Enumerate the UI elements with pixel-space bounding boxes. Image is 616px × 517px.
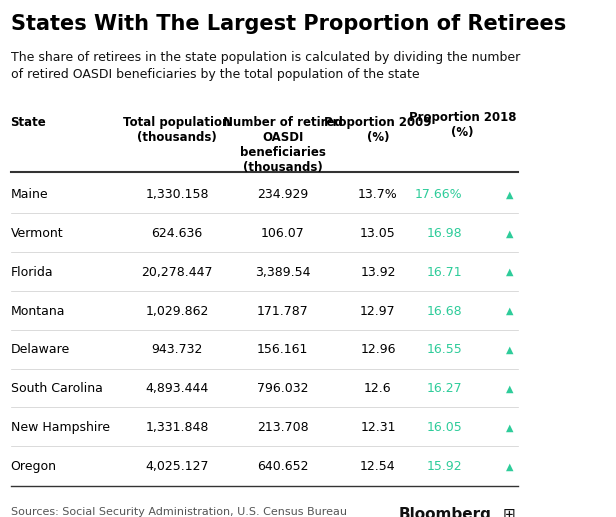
Text: ▲: ▲ — [506, 384, 514, 394]
Text: 12.96: 12.96 — [360, 343, 395, 356]
Text: Florida: Florida — [10, 266, 53, 279]
Text: States With The Largest Proportion of Retirees: States With The Largest Proportion of Re… — [10, 14, 566, 34]
Text: 13.7%: 13.7% — [358, 188, 398, 201]
Text: 16.68: 16.68 — [427, 305, 463, 317]
Text: 12.97: 12.97 — [360, 305, 395, 317]
Text: 156.161: 156.161 — [257, 343, 309, 356]
Text: 4,893.444: 4,893.444 — [145, 382, 209, 396]
Text: 17.66%: 17.66% — [415, 188, 463, 201]
Text: 3,389.54: 3,389.54 — [255, 266, 310, 279]
Text: 624.636: 624.636 — [152, 227, 203, 240]
Text: ▲: ▲ — [506, 267, 514, 277]
Text: Number of retired
OASDI
beneficiaries
(thousands): Number of retired OASDI beneficiaries (t… — [223, 116, 342, 174]
Text: 1,331.848: 1,331.848 — [145, 421, 209, 434]
Text: 1,330.158: 1,330.158 — [145, 188, 209, 201]
Text: 12.6: 12.6 — [364, 382, 392, 396]
Text: 13.92: 13.92 — [360, 266, 395, 279]
Text: Oregon: Oregon — [10, 460, 57, 473]
Text: 13.05: 13.05 — [360, 227, 396, 240]
Text: ▲: ▲ — [506, 345, 514, 355]
Text: Proportion 2009
(%): Proportion 2009 (%) — [324, 116, 432, 144]
Text: South Carolina: South Carolina — [10, 382, 102, 396]
Text: 16.27: 16.27 — [427, 382, 463, 396]
Text: 20,278.447: 20,278.447 — [141, 266, 213, 279]
Text: 4,025.127: 4,025.127 — [145, 460, 209, 473]
Text: State: State — [10, 116, 46, 129]
Text: Vermont: Vermont — [10, 227, 63, 240]
Text: 16.71: 16.71 — [427, 266, 463, 279]
Text: ▲: ▲ — [506, 422, 514, 433]
Text: Proportion 2018
(%): Proportion 2018 (%) — [409, 111, 516, 139]
Text: ▲: ▲ — [506, 190, 514, 200]
Text: Delaware: Delaware — [10, 343, 70, 356]
Text: ▲: ▲ — [506, 229, 514, 238]
Text: 1,029.862: 1,029.862 — [145, 305, 209, 317]
Text: ⊞: ⊞ — [503, 507, 516, 517]
Text: 16.98: 16.98 — [427, 227, 463, 240]
Text: ▲: ▲ — [506, 462, 514, 472]
Text: 213.708: 213.708 — [257, 421, 309, 434]
Text: ▲: ▲ — [506, 306, 514, 316]
Text: Maine: Maine — [10, 188, 48, 201]
Text: 106.07: 106.07 — [261, 227, 305, 240]
Text: Bloomberg: Bloomberg — [399, 507, 492, 517]
Text: The share of retirees in the state population is calculated by dividing the numb: The share of retirees in the state popul… — [10, 51, 520, 81]
Text: 171.787: 171.787 — [257, 305, 309, 317]
Text: Total population
(thousands): Total population (thousands) — [123, 116, 231, 144]
Text: 16.55: 16.55 — [427, 343, 463, 356]
Text: 15.92: 15.92 — [427, 460, 463, 473]
Text: 640.652: 640.652 — [257, 460, 309, 473]
Text: 796.032: 796.032 — [257, 382, 309, 396]
Text: New Hampshire: New Hampshire — [10, 421, 110, 434]
Text: 12.31: 12.31 — [360, 421, 395, 434]
Text: 12.54: 12.54 — [360, 460, 395, 473]
Text: 16.05: 16.05 — [427, 421, 463, 434]
Text: 943.732: 943.732 — [152, 343, 203, 356]
Text: Montana: Montana — [10, 305, 65, 317]
Text: 234.929: 234.929 — [257, 188, 309, 201]
Text: Sources: Social Security Administration, U.S. Census Bureau: Sources: Social Security Administration,… — [10, 507, 347, 517]
